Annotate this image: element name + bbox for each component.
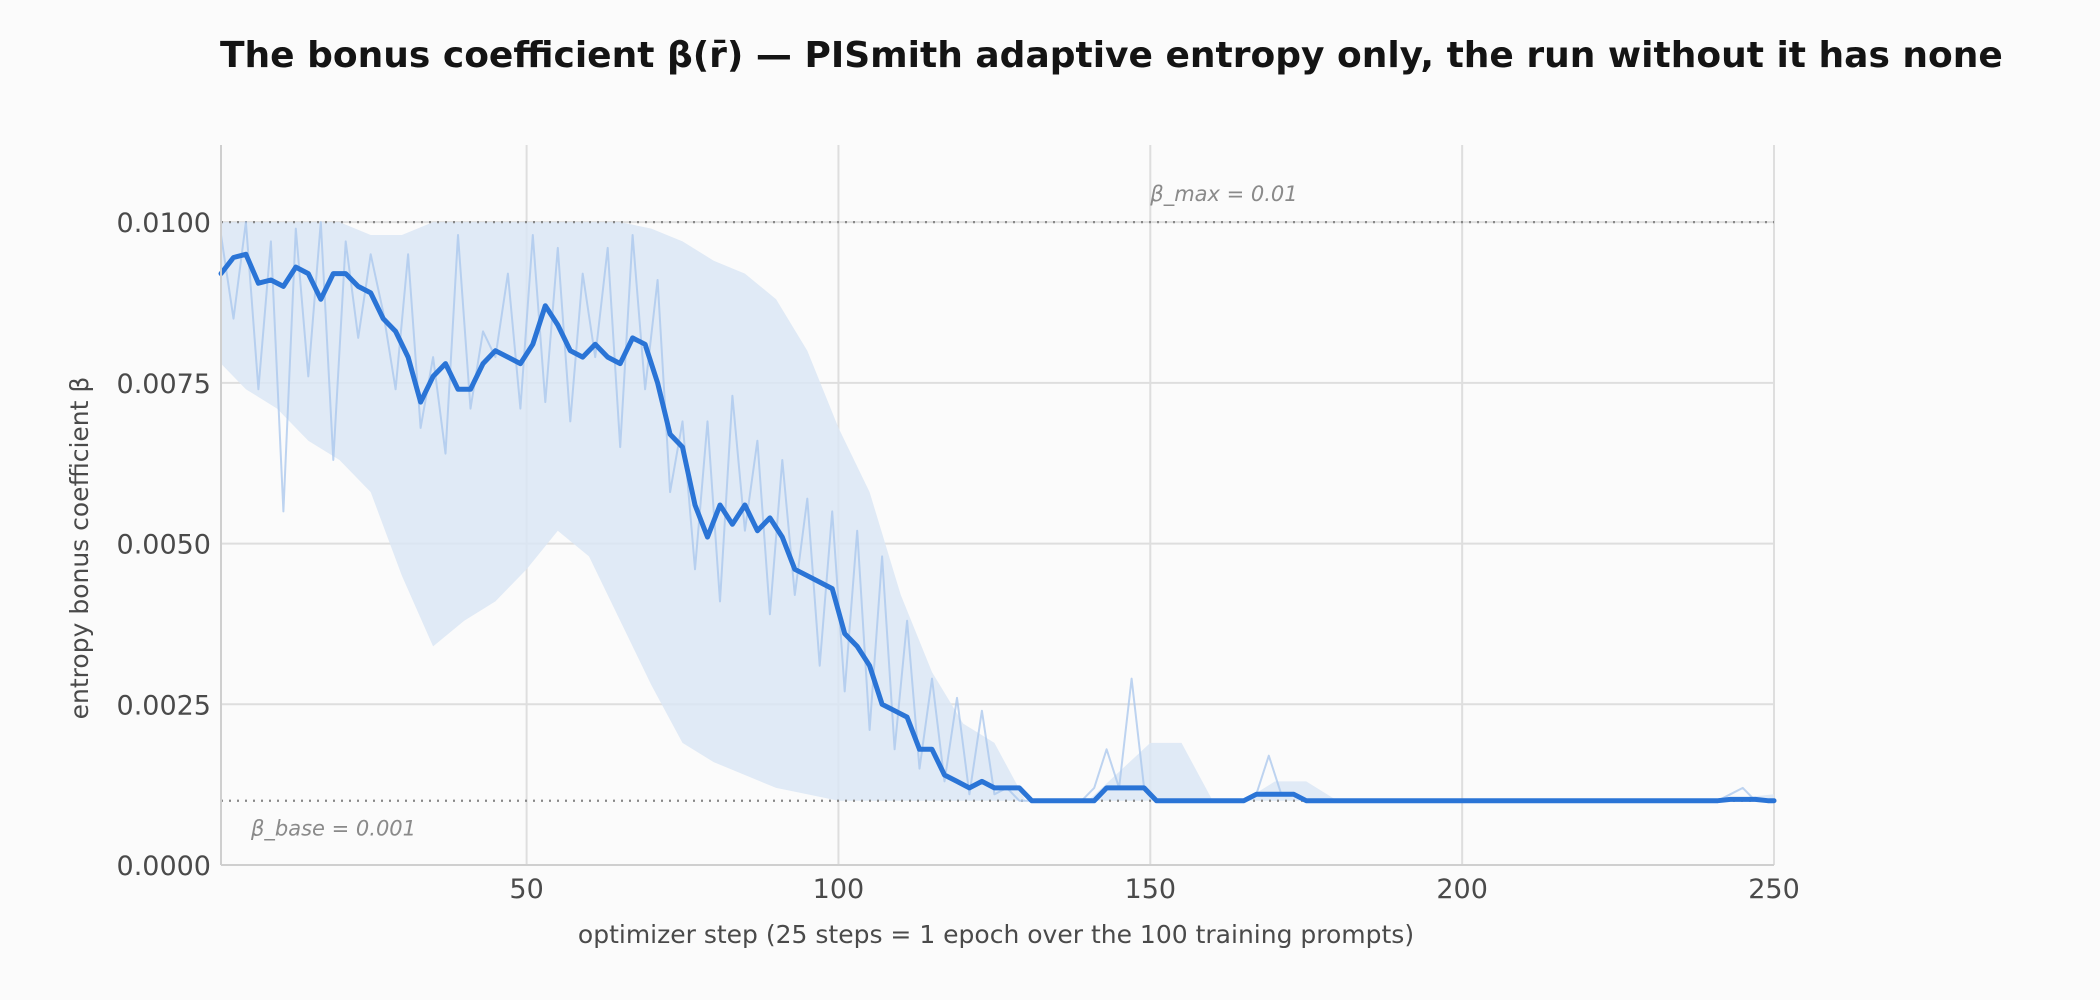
x-tick-label: 200	[1436, 874, 1488, 905]
x-tick-label: 50	[509, 874, 543, 905]
band-area	[221, 222, 1774, 801]
y-tick-label: 0.0075	[117, 369, 211, 400]
chart-title: The bonus coefficient β(r̄) — PISmith ad…	[220, 35, 2003, 76]
tick-labels: 0.0000 0.0025 0.0050 0.0075 0.0100 50 100 150 20…	[117, 208, 1800, 905]
confidence-band	[221, 222, 1774, 801]
y-tick-label: 0.0000	[117, 851, 211, 882]
x-tick-label: 250	[1748, 874, 1800, 905]
y-axis-label: entropy bonus coefficient β	[65, 377, 94, 720]
axes	[220, 145, 1774, 866]
y-tick-label: 0.0100	[117, 208, 211, 239]
x-tick-label: 100	[813, 874, 865, 905]
y-tick-label: 0.0025	[117, 690, 211, 721]
reference-label: β_max = 0.01	[1149, 182, 1297, 207]
reference-lines: β_max = 0.01 β_base = 0.001	[221, 182, 1774, 842]
x-axis-label: optimizer step (25 steps = 1 epoch over …	[578, 920, 1414, 949]
reference-label: β_base = 0.001	[250, 817, 416, 842]
x-tick-label: 150	[1125, 874, 1177, 905]
smoothed-line	[218, 251, 1777, 804]
y-tick-label: 0.0050	[117, 530, 211, 561]
smoothed-series	[218, 251, 1777, 804]
